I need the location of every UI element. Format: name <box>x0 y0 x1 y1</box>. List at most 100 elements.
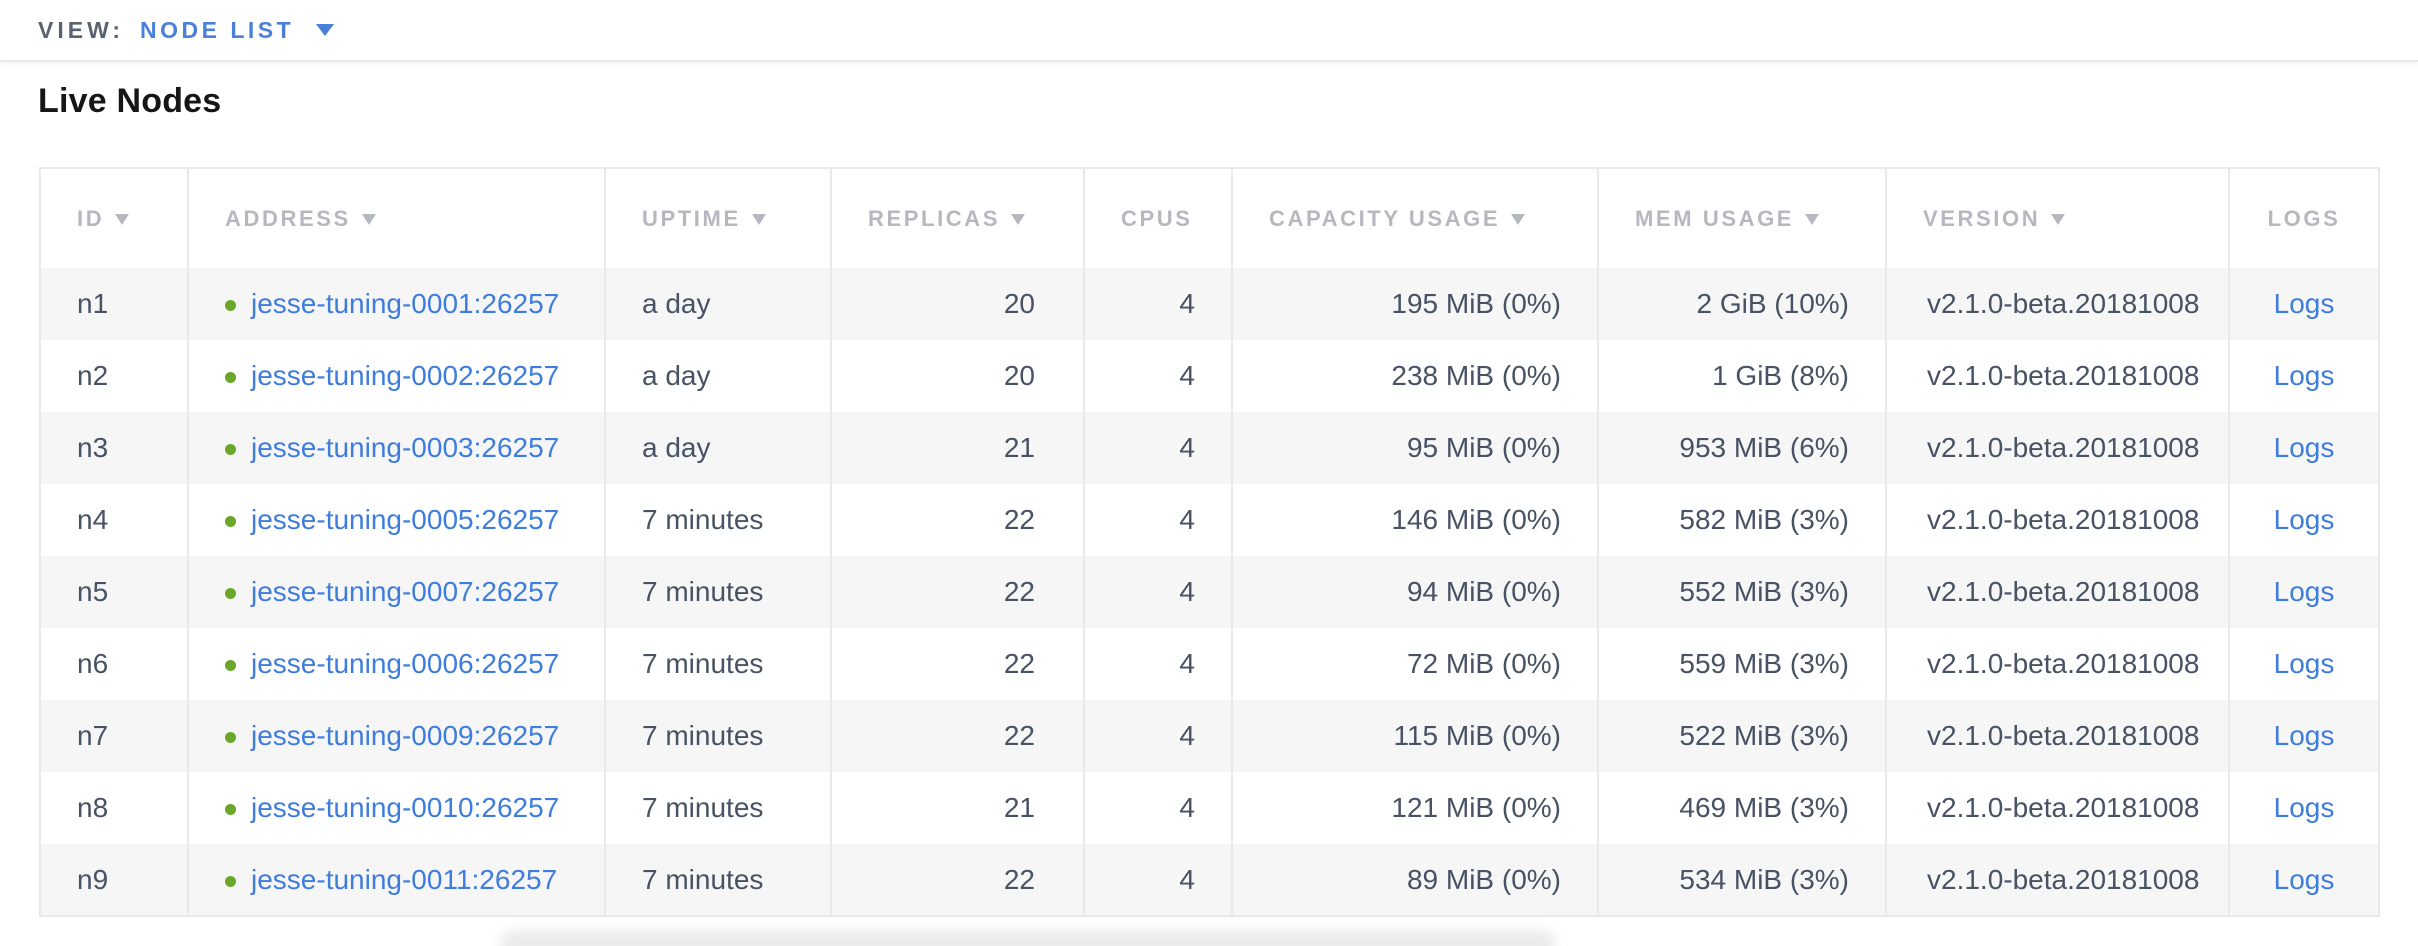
node-capacity-cell: 94 MiB (0%) <box>1232 556 1599 628</box>
column-header-label: LOGS <box>2267 205 2341 231</box>
logs-link[interactable]: Logs <box>2273 504 2335 535</box>
node-id-cell: n7 <box>40 700 189 772</box>
node-address-link[interactable]: jesse-tuning-0002:26257 <box>251 360 560 391</box>
node-address-cell: jesse-tuning-0005:26257 <box>188 484 606 556</box>
table-row: n1 jesse-tuning-0001:26257 a day 20 4 195 MiB… <box>40 268 2379 340</box>
sort-desc-icon <box>2051 213 2066 225</box>
node-replicas-cell: 22 <box>831 628 1085 700</box>
node-address-cell: jesse-tuning-0009:26257 <box>188 700 606 772</box>
node-cpus-cell: 4 <box>1084 556 1233 628</box>
node-address-link[interactable]: jesse-tuning-0005:26257 <box>251 504 560 535</box>
column-header-replicas[interactable]: REPLICAS <box>831 168 1085 268</box>
view-selector-bar: VIEW: NODE LIST <box>0 0 2418 62</box>
live-nodes-table: ID ADDRESS UPTIME REPLICAS CPUS CAPACITY USAG… <box>39 167 2380 917</box>
column-header-version[interactable]: VERSION <box>1886 168 2230 268</box>
logs-link[interactable]: Logs <box>2273 576 2335 607</box>
column-header-label: MEM USAGE <box>1635 205 1795 231</box>
node-logs-cell: Logs <box>2229 628 2379 700</box>
node-address-link[interactable]: jesse-tuning-0001:26257 <box>251 288 560 319</box>
column-header-id[interactable]: ID <box>40 168 189 268</box>
sort-desc-icon <box>751 213 766 225</box>
node-address-cell: jesse-tuning-0003:26257 <box>188 412 606 484</box>
chevron-down-icon <box>316 24 335 36</box>
column-header-cpus: CPUS <box>1084 168 1233 268</box>
node-id-cell: n4 <box>40 484 189 556</box>
node-mem-cell: 582 MiB (3%) <box>1598 484 1887 556</box>
node-healthy-status-icon <box>225 300 236 311</box>
node-cpus-cell: 4 <box>1084 844 1233 916</box>
column-header-label: REPLICAS <box>868 205 1001 231</box>
node-uptime-cell: 7 minutes <box>605 484 832 556</box>
column-header-capacity[interactable]: CAPACITY USAGE <box>1232 168 1599 268</box>
node-uptime-cell: 7 minutes <box>605 700 832 772</box>
node-id-cell: n2 <box>40 340 189 412</box>
logs-link[interactable]: Logs <box>2273 432 2335 463</box>
node-cpus-cell: 4 <box>1084 412 1233 484</box>
node-id-cell: n9 <box>40 844 189 916</box>
node-address-link[interactable]: jesse-tuning-0011:26257 <box>251 863 558 895</box>
node-address-link[interactable]: jesse-tuning-0009:26257 <box>251 720 560 751</box>
node-healthy-status-icon <box>225 732 236 743</box>
logs-link[interactable]: Logs <box>2273 360 2335 391</box>
logs-link[interactable]: Logs <box>2273 792 2335 823</box>
node-address-cell: jesse-tuning-0007:26257 <box>188 556 606 628</box>
live-nodes-table-container: ID ADDRESS UPTIME REPLICAS CPUS CAPACITY USAG… <box>39 167 2418 917</box>
logs-link[interactable]: Logs <box>2273 863 2335 895</box>
node-version-cell: v2.1.0-beta.20181008 <box>1886 700 2230 772</box>
column-header-logs: LOGS <box>2229 168 2379 268</box>
table-row: n6 jesse-tuning-0006:26257 7 minutes 22 4 72 … <box>40 628 2379 700</box>
node-replicas-cell: 22 <box>831 556 1085 628</box>
node-healthy-status-icon <box>225 372 236 383</box>
node-mem-cell: 559 MiB (3%) <box>1598 628 1887 700</box>
node-cpus-cell: 4 <box>1084 484 1233 556</box>
node-version-cell: v2.1.0-beta.20181008 <box>1886 484 2230 556</box>
node-healthy-status-icon <box>225 660 236 671</box>
node-address-cell: jesse-tuning-0001:26257 <box>188 268 606 340</box>
node-mem-cell: 522 MiB (3%) <box>1598 700 1887 772</box>
column-header-mem[interactable]: MEM USAGE <box>1598 168 1887 268</box>
node-address-cell: jesse-tuning-0006:26257 <box>188 628 606 700</box>
column-header-label: CPUS <box>1121 205 1193 231</box>
node-replicas-cell: 22 <box>831 844 1085 916</box>
sort-desc-icon <box>361 213 376 225</box>
node-uptime-cell: a day <box>605 268 832 340</box>
node-address-link[interactable]: jesse-tuning-0007:26257 <box>251 576 560 607</box>
column-header-address[interactable]: ADDRESS <box>188 168 606 268</box>
node-capacity-cell: 89 MiB (0%) <box>1232 844 1599 916</box>
node-replicas-cell: 20 <box>831 340 1085 412</box>
column-header-uptime[interactable]: UPTIME <box>605 168 832 268</box>
node-mem-cell: 2 GiB (10%) <box>1598 268 1887 340</box>
logs-link[interactable]: Logs <box>2273 288 2335 319</box>
node-cpus-cell: 4 <box>1084 268 1233 340</box>
node-mem-cell: 953 MiB (6%) <box>1598 412 1887 484</box>
view-selected-value[interactable]: NODE LIST <box>140 16 295 43</box>
node-capacity-cell: 238 MiB (0%) <box>1232 340 1599 412</box>
view-selector-dropdown[interactable]: NODE LIST <box>140 16 335 44</box>
node-uptime-cell: a day <box>605 340 832 412</box>
table-row: n3 jesse-tuning-0003:26257 a day 21 4 95 MiB … <box>40 412 2379 484</box>
logs-link[interactable]: Logs <box>2273 720 2335 751</box>
logs-link[interactable]: Logs <box>2273 648 2335 679</box>
node-address-link[interactable]: jesse-tuning-0006:26257 <box>251 648 560 679</box>
node-replicas-cell: 20 <box>831 268 1085 340</box>
column-header-label: VERSION <box>1923 205 2041 231</box>
node-address-link[interactable]: jesse-tuning-0003:26257 <box>251 432 560 463</box>
node-healthy-status-icon <box>225 875 236 887</box>
table-header: ID ADDRESS UPTIME REPLICAS CPUS CAPACITY USAG… <box>40 168 2379 268</box>
node-healthy-status-icon <box>225 588 236 599</box>
node-capacity-cell: 115 MiB (0%) <box>1232 700 1599 772</box>
node-cpus-cell: 4 <box>1084 772 1233 844</box>
node-mem-cell: 552 MiB (3%) <box>1598 556 1887 628</box>
node-replicas-cell: 22 <box>831 700 1085 772</box>
node-mem-cell: 534 MiB (3%) <box>1598 844 1887 916</box>
node-version-cell: v2.1.0-beta.20181008 <box>1886 412 2230 484</box>
node-version-cell: v2.1.0-beta.20181008 <box>1886 772 2230 844</box>
column-header-label: UPTIME <box>642 205 741 231</box>
view-label: VIEW: <box>38 16 125 43</box>
node-logs-cell: Logs <box>2229 556 2379 628</box>
node-address-link[interactable]: jesse-tuning-0010:26257 <box>251 792 560 823</box>
node-id-cell: n3 <box>40 412 189 484</box>
node-capacity-cell: 146 MiB (0%) <box>1232 484 1599 556</box>
table-row: n5 jesse-tuning-0007:26257 7 minutes 22 4 94 … <box>40 556 2379 628</box>
node-cpus-cell: 4 <box>1084 628 1233 700</box>
